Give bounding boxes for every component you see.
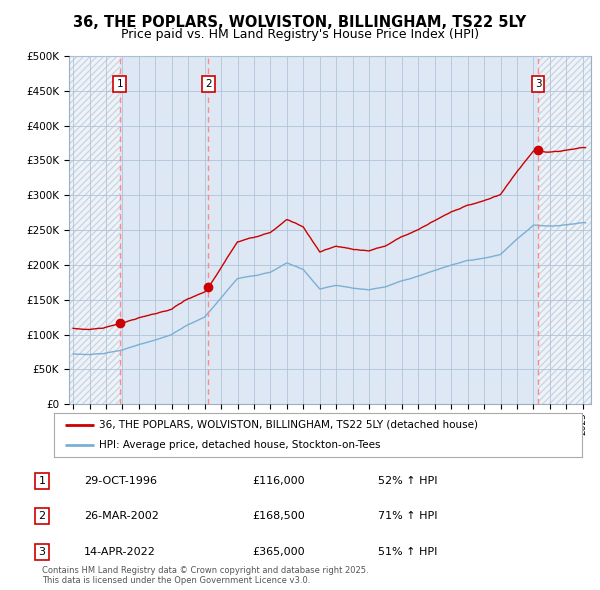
Text: Contains HM Land Registry data © Crown copyright and database right 2025.
This d: Contains HM Land Registry data © Crown c… <box>42 566 368 585</box>
Text: 3: 3 <box>38 547 46 556</box>
Text: £116,000: £116,000 <box>252 476 305 486</box>
Text: £365,000: £365,000 <box>252 547 305 556</box>
Text: HPI: Average price, detached house, Stockton-on-Tees: HPI: Average price, detached house, Stoc… <box>99 440 380 450</box>
Text: 2: 2 <box>205 79 212 89</box>
Text: 3: 3 <box>535 79 541 89</box>
Text: 26-MAR-2002: 26-MAR-2002 <box>84 512 159 521</box>
Text: 71% ↑ HPI: 71% ↑ HPI <box>378 512 437 521</box>
Text: 36, THE POPLARS, WOLVISTON, BILLINGHAM, TS22 5LY: 36, THE POPLARS, WOLVISTON, BILLINGHAM, … <box>73 15 527 30</box>
Text: 2: 2 <box>38 512 46 521</box>
Text: 14-APR-2022: 14-APR-2022 <box>84 547 156 556</box>
Text: 29-OCT-1996: 29-OCT-1996 <box>84 476 157 486</box>
Text: Price paid vs. HM Land Registry's House Price Index (HPI): Price paid vs. HM Land Registry's House … <box>121 28 479 41</box>
Text: 1: 1 <box>38 476 46 486</box>
Text: £168,500: £168,500 <box>252 512 305 521</box>
Text: 51% ↑ HPI: 51% ↑ HPI <box>378 547 437 556</box>
Text: 1: 1 <box>116 79 123 89</box>
Text: 52% ↑ HPI: 52% ↑ HPI <box>378 476 437 486</box>
Text: 36, THE POPLARS, WOLVISTON, BILLINGHAM, TS22 5LY (detached house): 36, THE POPLARS, WOLVISTON, BILLINGHAM, … <box>99 420 478 430</box>
